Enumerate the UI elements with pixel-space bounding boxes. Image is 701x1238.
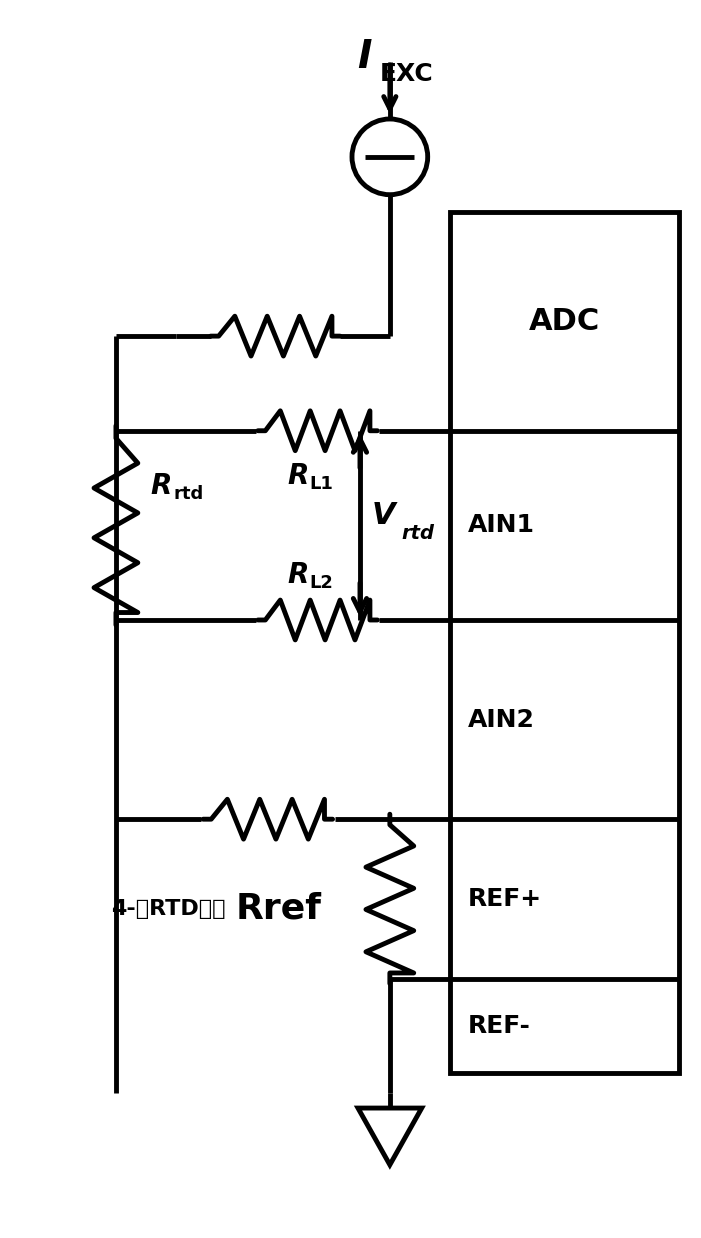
Text: R: R xyxy=(287,561,309,589)
Text: AIN1: AIN1 xyxy=(468,514,535,537)
Text: rtd: rtd xyxy=(402,524,435,542)
Text: I: I xyxy=(358,38,372,77)
Text: EXC: EXC xyxy=(380,62,434,87)
Text: rtd: rtd xyxy=(174,485,204,504)
Text: REF-: REF- xyxy=(468,1014,531,1037)
Text: R: R xyxy=(287,462,309,489)
Text: AIN2: AIN2 xyxy=(468,708,534,732)
Text: ADC: ADC xyxy=(529,307,600,335)
Text: Rref: Rref xyxy=(236,891,322,926)
Text: V: V xyxy=(372,501,395,530)
Text: REF+: REF+ xyxy=(468,886,542,911)
Text: L1: L1 xyxy=(310,474,334,493)
Text: L2: L2 xyxy=(310,574,334,592)
Bar xyxy=(449,212,679,1073)
Text: 4-线RTD测量: 4-线RTD测量 xyxy=(111,899,226,919)
Text: R: R xyxy=(151,472,172,499)
